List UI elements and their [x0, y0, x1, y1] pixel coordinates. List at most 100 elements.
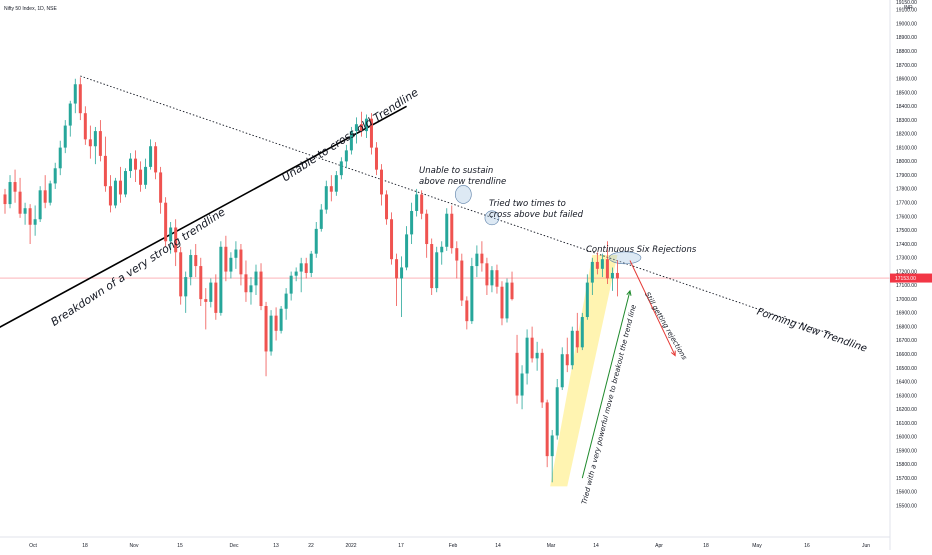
candle-body: [139, 169, 143, 185]
candle-body: [284, 293, 288, 309]
price-tick-label: 16600.00: [896, 352, 917, 358]
price-tick-label: 17400.00: [896, 242, 917, 248]
price-axis-currency: INR: [904, 5, 913, 11]
candle-body: [380, 169, 383, 195]
candle-body: [3, 194, 7, 205]
candle-body: [159, 172, 163, 203]
candle-body: [324, 186, 328, 210]
candle-body: [214, 282, 218, 313]
breakout-attempt-arrow: [581, 290, 631, 479]
candle-body: [480, 253, 484, 264]
candle-body: [194, 255, 198, 267]
candle-body: [339, 161, 343, 176]
candle-body: [475, 253, 479, 267]
candle-body: [184, 277, 188, 297]
candle-body: [405, 234, 409, 268]
candle-body: [540, 352, 544, 403]
candle-body: [560, 354, 564, 388]
breakout-highlight-layer: [550, 255, 618, 487]
candle-body: [400, 267, 404, 279]
candle-body: [118, 180, 122, 195]
candle-body: [435, 252, 439, 289]
candle-body: [334, 175, 338, 192]
candle-body: [445, 213, 449, 247]
candle-body: [23, 208, 27, 214]
candle-body: [38, 190, 42, 220]
candle-body: [460, 260, 464, 301]
candle-body: [530, 337, 534, 359]
price-tick-label: 17500.00: [896, 228, 917, 234]
candle-body: [154, 146, 158, 173]
price-tick-label: 16200.00: [896, 407, 917, 413]
time-tick-label: Oct: [29, 543, 37, 549]
annotation-unable-sustain-2: above new trendline: [419, 177, 506, 187]
price-tick-label: 16100.00: [896, 421, 917, 427]
price-tick-label: 16500.00: [896, 366, 917, 372]
candle-body: [359, 124, 363, 132]
candle-body: [415, 194, 419, 211]
rejection-ellipse-layer: [455, 185, 642, 265]
candle-body: [354, 124, 358, 132]
time-tick-label: May: [752, 543, 762, 549]
candle-body: [395, 259, 399, 279]
candle-body: [164, 202, 168, 242]
rejection-arrow: [629, 260, 676, 356]
candle-body: [83, 113, 87, 140]
candle-body: [500, 286, 504, 319]
price-tick-label: 19000.00: [896, 21, 917, 27]
price-tick-label: 18300.00: [896, 118, 917, 124]
candle-body: [515, 352, 519, 396]
time-tick-label: Dec: [230, 543, 239, 549]
candle-body: [134, 158, 138, 170]
time-tick-label: Jun: [862, 543, 870, 549]
candle-body: [179, 252, 183, 297]
candle-body: [349, 131, 353, 151]
price-tick-label: 15800.00: [896, 462, 917, 468]
candle-body: [490, 270, 494, 286]
candle-body: [575, 330, 579, 348]
candle-body: [8, 182, 12, 205]
candle-body: [264, 306, 268, 352]
candle-body: [33, 219, 37, 225]
candle-body: [189, 255, 193, 278]
arrow-layer: [581, 260, 676, 479]
price-tick-label: 17800.00: [896, 187, 917, 193]
price-tick-label: 16700.00: [896, 338, 917, 344]
candle-body: [440, 246, 444, 253]
annotation-unable-sustain-1: Unable to sustain: [419, 166, 493, 176]
candle-body: [108, 186, 112, 206]
price-tick-label: 18200.00: [896, 132, 917, 138]
candle-body: [505, 282, 509, 319]
candle-body: [525, 337, 529, 374]
candle-body: [450, 213, 454, 249]
rejection-ellipse-2: [484, 210, 500, 226]
candle-body: [274, 315, 278, 331]
price-tick-label: 17300.00: [896, 256, 917, 262]
candle-body: [174, 227, 178, 253]
candles-layer: [3, 77, 619, 483]
time-tick-label: Nov: [130, 543, 139, 549]
candle-body: [93, 131, 97, 147]
candle-body: [224, 246, 228, 272]
time-tick-label: 18: [703, 543, 709, 549]
price-tick-label: 16300.00: [896, 393, 917, 399]
candle-body: [369, 118, 373, 148]
candle-body: [385, 194, 389, 220]
price-tick-label: 16400.00: [896, 380, 917, 386]
annotation-tried-two-1: Tried two times to: [489, 199, 566, 209]
candle-body: [48, 183, 52, 203]
rejection-ellipse-1: [455, 185, 472, 204]
price-tick-label: 17900.00: [896, 173, 917, 179]
price-tick-label: 16800.00: [896, 324, 917, 330]
time-tick-label: Mar: [547, 543, 556, 549]
candle-body: [520, 373, 524, 396]
candle-body: [239, 249, 243, 275]
candle-body: [390, 219, 394, 260]
candle-body: [53, 168, 57, 184]
candle-body: [430, 244, 434, 289]
candle-body: [420, 194, 424, 214]
time-tick-label: 14: [495, 543, 501, 549]
candle-body: [565, 354, 569, 366]
